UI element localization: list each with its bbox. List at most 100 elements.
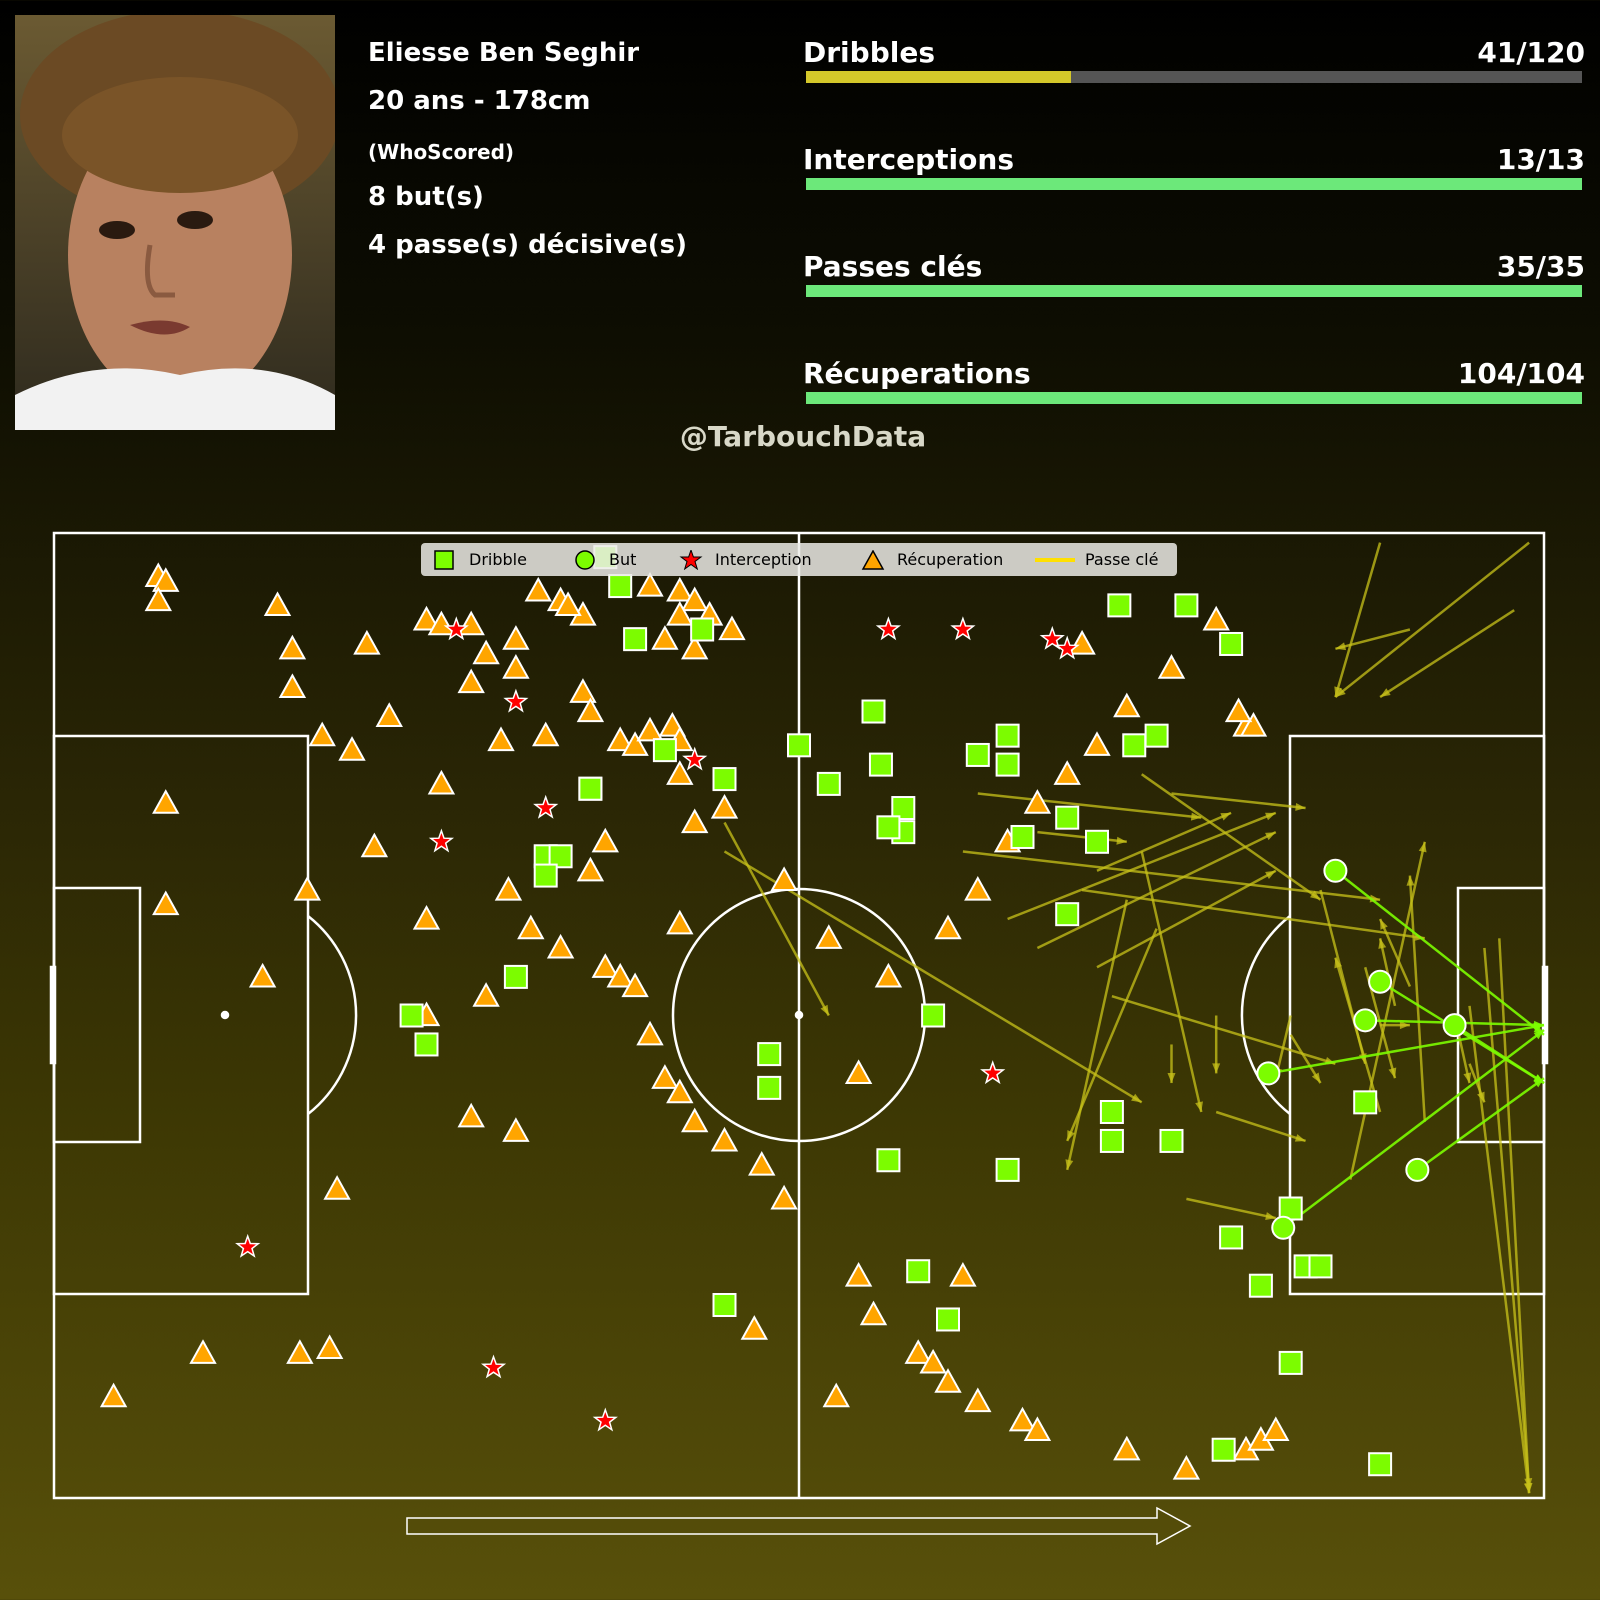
recovery-marker xyxy=(412,904,441,930)
goal-marker xyxy=(1353,1008,1378,1033)
player-age-height: 20 ans - 178cm xyxy=(368,86,591,116)
recovery-marker xyxy=(636,572,664,597)
legend-dribble-label: Dribble xyxy=(469,550,527,569)
recovery-marker xyxy=(99,1382,128,1408)
recovery-marker xyxy=(1113,692,1141,718)
right-goal xyxy=(1541,965,1549,1065)
dribble-marker xyxy=(757,1042,782,1067)
watermark: @TarbouchData xyxy=(679,420,927,453)
dribble-marker xyxy=(757,1075,782,1100)
stat-value: 35/35 xyxy=(1496,250,1585,283)
legend: Dribble But Interception Récuperation Pa… xyxy=(421,543,1177,576)
stat-value: 13/13 xyxy=(1496,143,1585,176)
recovery-marker xyxy=(1023,1416,1052,1442)
recovery-marker xyxy=(1068,629,1096,655)
recovery-marker xyxy=(278,673,307,698)
dribble-marker xyxy=(906,1259,931,1284)
dribble-marker xyxy=(1211,1437,1236,1462)
key-pass-line-icon xyxy=(1035,557,1075,562)
stat-interceptions: Interceptions 13/13 xyxy=(803,143,1585,203)
dribble-marker xyxy=(712,767,737,792)
recovery-marker xyxy=(338,736,366,761)
dribble-marker xyxy=(548,844,573,869)
legend-goal-label: But xyxy=(609,550,637,569)
recovery-marker xyxy=(606,962,634,988)
key-pass-arrow xyxy=(1379,609,1515,699)
recovery-marker xyxy=(844,1261,873,1287)
stat-bar-fill xyxy=(806,285,1582,297)
recovery-marker xyxy=(770,866,798,891)
key-pass-arrow xyxy=(1037,830,1127,845)
recovery-marker xyxy=(412,605,441,631)
dribble-marker xyxy=(652,738,677,763)
interception-marker xyxy=(1039,625,1065,650)
legend-dribble: Dribble xyxy=(431,543,527,576)
key-pass-arrow xyxy=(1167,1044,1176,1084)
recovery-marker xyxy=(621,972,649,998)
dribble-marker xyxy=(608,574,633,599)
key-pass-arrow xyxy=(977,792,1202,821)
key-pass-arrow xyxy=(1335,628,1411,651)
key-pass-arrow xyxy=(962,850,1381,903)
stat-bar-track xyxy=(806,71,1582,83)
recovery-marker xyxy=(248,962,277,988)
dribble-marker xyxy=(1159,1128,1184,1153)
left-goal xyxy=(49,965,57,1065)
stat-bar-fill xyxy=(806,71,1072,83)
dribble-marker xyxy=(1010,824,1035,849)
recovery-marker xyxy=(1224,697,1253,723)
recovery-marker xyxy=(1262,1416,1290,1442)
interception-marker xyxy=(682,746,708,771)
recovery-marker xyxy=(1083,731,1111,756)
stat-value: 41/120 xyxy=(1477,36,1585,69)
centre-spot xyxy=(794,1010,804,1020)
dribble-marker xyxy=(1219,631,1244,656)
recovery-marker xyxy=(144,586,172,612)
recovery-marker xyxy=(748,1151,776,1176)
interception-marker xyxy=(480,1354,507,1379)
recovery-marker xyxy=(666,760,694,785)
recovery-marker xyxy=(278,634,307,660)
goal-marker xyxy=(1271,1215,1296,1240)
dribble-marker xyxy=(936,1307,960,1332)
recovery-marker xyxy=(569,678,597,703)
dribble-marker xyxy=(1353,1090,1378,1115)
dribble-marker xyxy=(876,815,901,840)
recovery-marker xyxy=(919,1348,947,1374)
recovery-marker xyxy=(1053,760,1081,785)
recovery-marker xyxy=(427,769,456,795)
recovery-marker xyxy=(457,668,485,694)
recovery-marker xyxy=(710,793,739,819)
interception-marker xyxy=(503,688,529,713)
key-pass-arrow xyxy=(1096,869,1277,969)
interception-marker xyxy=(592,1407,618,1432)
key-pass-arrow xyxy=(1007,811,1277,921)
player-assists: 4 passe(s) décisive(s) xyxy=(368,230,687,260)
dribble-marker xyxy=(690,617,715,642)
dribble-marker xyxy=(503,964,528,989)
recovery-marker xyxy=(353,629,381,655)
dribble-marker xyxy=(399,1003,424,1028)
recovery-marker xyxy=(844,1059,873,1084)
recovery-marker xyxy=(293,875,321,901)
recovery-marker xyxy=(822,1382,850,1408)
recovery-marker xyxy=(874,962,903,988)
goal-marker xyxy=(1323,858,1348,883)
recovery-triangle-icon xyxy=(861,549,885,570)
dribble-marker xyxy=(1219,1225,1244,1250)
recovery-marker xyxy=(487,726,515,752)
recovery-marker xyxy=(904,1339,932,1364)
key-pass-arrow xyxy=(1468,1063,1486,1103)
dribble-marker xyxy=(1368,1452,1393,1477)
recovery-marker xyxy=(949,1261,977,1287)
stat-dribbles: Dribbles 41/120 xyxy=(803,36,1585,96)
dribble-marker xyxy=(1144,723,1169,748)
recovery-marker xyxy=(666,909,694,935)
recovery-marker xyxy=(964,875,992,901)
recovery-marker xyxy=(375,702,403,727)
legend-recovery-label: Récuperation xyxy=(897,550,1004,569)
interception-marker xyxy=(533,794,559,819)
recovery-marker xyxy=(323,1175,351,1200)
dribble-marker xyxy=(891,796,916,821)
